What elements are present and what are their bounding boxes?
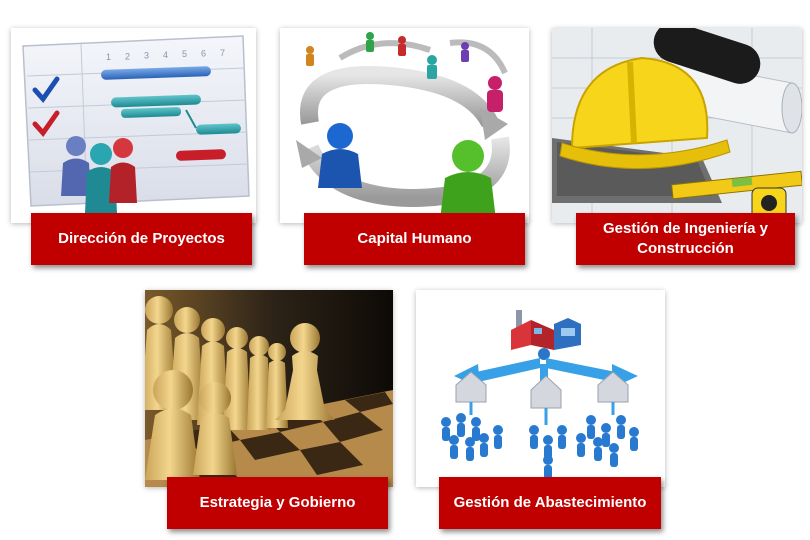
tile-direccion-image: 1 2 3 4 5 6 7 <box>11 28 256 223</box>
tile-ingenieria-label-line1: Gestión de Ingeniería y <box>602 220 769 237</box>
chess-pawns-icon <box>145 290 393 487</box>
tile-estrategia-image <box>145 290 393 487</box>
tile-estrategia-button[interactable]: Estrategia y Gobierno <box>167 477 388 529</box>
tile-capital-image <box>280 28 529 223</box>
tile-abastecimiento-button[interactable]: Gestión de Abastecimiento <box>439 477 661 529</box>
tile-direccion-label: Dirección de Proyectos <box>58 230 225 247</box>
gantt-tick-label: 1 <box>106 52 111 62</box>
tile-abastecimiento-image <box>416 290 665 487</box>
tile-abastecimiento-label: Gestión de Abastecimiento <box>453 494 647 511</box>
tile-estrategia-label: Estrategia y Gobierno <box>199 494 356 511</box>
tile-capital-label: Capital Humano <box>357 230 472 247</box>
gantt-tick-label: 5 <box>182 49 187 59</box>
gantt-tick-label: 4 <box>163 50 168 60</box>
factory-distribution-network-icon <box>441 310 639 479</box>
gantt-tick-label: 7 <box>220 48 225 58</box>
tile-ingenieria-button[interactable]: Gestión de Ingeniería y Construcción <box>576 213 795 265</box>
tile-capital-button[interactable]: Capital Humano <box>304 213 525 265</box>
hard-hat-blueprints-icon <box>552 28 802 223</box>
tile-ingenieria-image <box>552 28 802 223</box>
tile-direccion-button[interactable]: Dirección de Proyectos <box>31 213 252 265</box>
gantt-tick-label: 2 <box>125 51 130 61</box>
gantt-chart-icon: 1 2 3 4 5 6 7 <box>22 35 250 213</box>
people-circular-arrows-icon <box>296 32 510 220</box>
gantt-tick-label: 6 <box>201 49 206 59</box>
gantt-tick-label: 3 <box>144 51 149 61</box>
tile-ingenieria-label-line2: Construcción <box>637 240 734 257</box>
